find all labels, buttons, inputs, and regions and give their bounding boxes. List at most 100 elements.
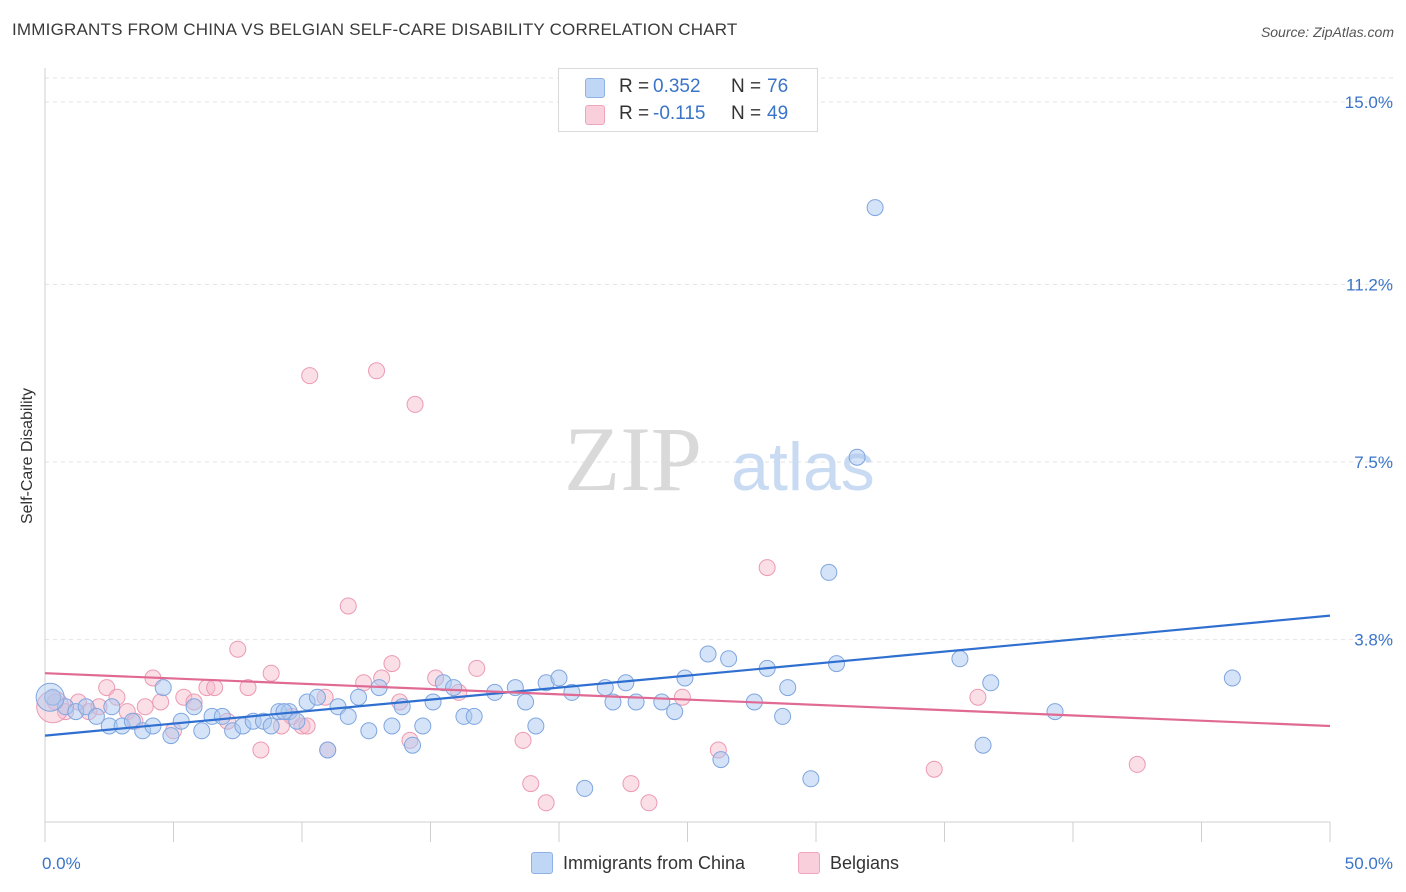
- belgians-point: [339, 597, 357, 615]
- china-point: [424, 693, 442, 711]
- china-point: [172, 712, 190, 730]
- series-legend: Immigrants from China Belgians: [0, 852, 1406, 878]
- china-point: [550, 669, 568, 687]
- china-point: [666, 703, 684, 721]
- china-point: [350, 688, 368, 706]
- china-point: [275, 703, 293, 721]
- legend-r-label: R =: [619, 103, 650, 124]
- correlation-legend: R = 0.352 N = 76 R = -0.115 N = 49: [558, 68, 818, 132]
- belgians-point: [229, 640, 247, 658]
- china-point: [866, 199, 884, 217]
- china-point: [802, 770, 820, 788]
- belgians-point: [514, 731, 532, 749]
- china-point: [414, 717, 432, 735]
- y-tick-label: 15.0%: [1345, 93, 1393, 112]
- china-point: [154, 679, 172, 697]
- china-point: [87, 707, 105, 725]
- legend-r-label: R =: [619, 76, 650, 97]
- china-point: [308, 688, 326, 706]
- legend-swatch-belgians: [798, 852, 820, 874]
- y-tick-label: 3.8%: [1354, 631, 1393, 650]
- china-point: [779, 679, 797, 697]
- belgians-point: [925, 760, 943, 778]
- china-point: [774, 707, 792, 725]
- watermark-zip: ZIP: [564, 408, 702, 510]
- legend-n-value: 49: [767, 103, 789, 124]
- china-point: [563, 683, 581, 701]
- belgians-point: [969, 688, 987, 706]
- china-point: [699, 645, 717, 663]
- legend-label-china: Immigrants from China: [563, 852, 746, 873]
- tick-labels: 3.8% 7.5% 11.2% 15.0% 0.0% 50.0%: [42, 93, 1393, 873]
- belgians-point: [537, 794, 555, 812]
- china-point: [828, 655, 846, 673]
- watermark-atlas: atlas: [731, 429, 875, 505]
- china-point: [974, 736, 992, 754]
- belgians-trend-line: [44, 672, 1331, 728]
- legend-r-value: -0.115: [653, 103, 706, 124]
- legend-item-belgians: Belgians: [798, 852, 899, 874]
- belgians-point: [301, 367, 319, 385]
- china-point: [319, 741, 337, 759]
- china-point: [1046, 703, 1064, 721]
- y-tick-label: 11.2%: [1346, 275, 1393, 294]
- x-tick-label: 0.0%: [42, 854, 81, 873]
- china-point: [445, 679, 463, 697]
- china-point: [465, 707, 483, 725]
- china-point: [360, 722, 378, 740]
- china-point: [712, 751, 730, 769]
- china-point: [404, 736, 422, 754]
- belgians-point: [1128, 755, 1146, 773]
- china-point: [44, 688, 62, 706]
- china-point: [185, 698, 203, 716]
- chart-source: Source: ZipAtlas.com: [1260, 24, 1394, 40]
- china-point: [676, 669, 694, 687]
- belgians-point: [758, 559, 776, 577]
- china-point: [576, 779, 594, 797]
- belgians-point: [673, 688, 691, 706]
- legend-label-belgians: Belgians: [830, 852, 900, 873]
- china-point: [604, 693, 622, 711]
- belgians-point: [406, 395, 424, 413]
- china-points: [35, 199, 1241, 797]
- belgians-point: [468, 659, 486, 677]
- china-point: [982, 674, 1000, 692]
- china-point: [162, 727, 180, 745]
- legend-row-china: R = 0.352 N = 76: [585, 74, 789, 100]
- china-point: [193, 722, 211, 740]
- belgians-point: [522, 775, 540, 793]
- axes: [44, 68, 1331, 842]
- china-point: [951, 650, 969, 668]
- legend-n-value: 76: [767, 76, 789, 97]
- belgians-point: [152, 693, 170, 711]
- y-tick-label: 7.5%: [1354, 453, 1393, 472]
- china-point: [288, 712, 306, 730]
- watermark: ZIP atlas: [564, 408, 875, 510]
- china-point: [35, 682, 65, 712]
- trend-lines: [44, 614, 1331, 737]
- china-point: [383, 717, 401, 735]
- legend-swatch-china: [585, 78, 605, 98]
- legend-n-label: N =: [731, 103, 762, 124]
- chart-title: IMMIGRANTS FROM CHINA VS BELGIAN SELF-CA…: [12, 20, 738, 39]
- china-point: [213, 707, 231, 725]
- china-point: [820, 563, 838, 581]
- belgians-point: [622, 775, 640, 793]
- china-point: [848, 448, 866, 466]
- china-point: [103, 698, 121, 716]
- belgians-point: [355, 674, 373, 692]
- belgians-point: [136, 698, 154, 716]
- china-point: [339, 707, 357, 725]
- belgians-point: [239, 679, 257, 697]
- china-point: [262, 717, 280, 735]
- belgians-point: [262, 664, 280, 682]
- belgians-point: [368, 362, 386, 380]
- legend-n-label: N =: [731, 76, 762, 97]
- china-point: [517, 693, 535, 711]
- china-point: [527, 717, 545, 735]
- china-trend-line: [44, 614, 1331, 737]
- x-tick-label: 50.0%: [1345, 854, 1393, 873]
- legend-item-china: Immigrants from China: [531, 852, 745, 874]
- china-point: [720, 650, 738, 668]
